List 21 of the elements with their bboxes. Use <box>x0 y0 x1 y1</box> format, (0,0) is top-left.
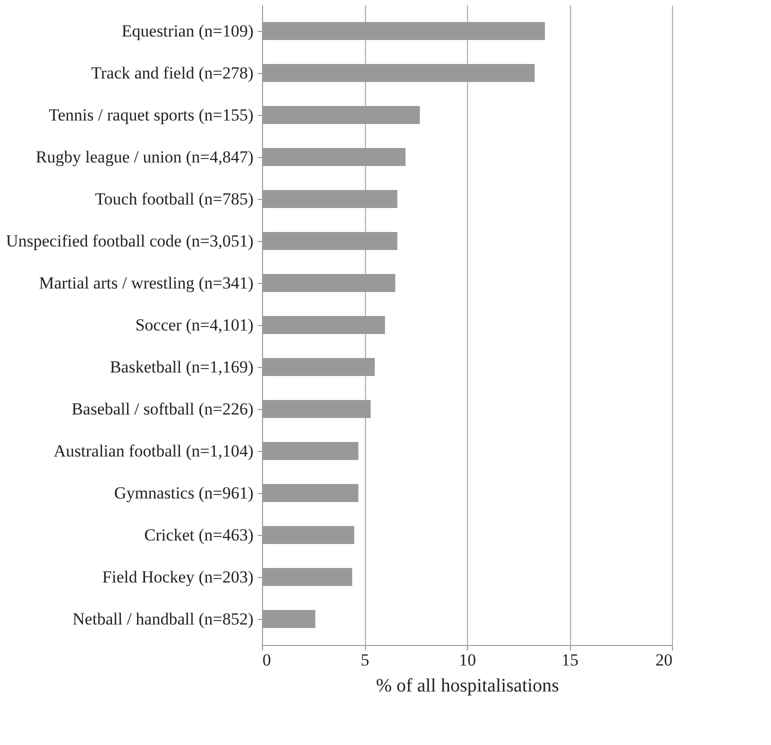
x-tick-label: 5 <box>360 650 370 670</box>
x-tick-label: 15 <box>562 650 578 670</box>
x-tick-label: 20 <box>656 650 672 670</box>
y-tick-label: Gymnastics (n=961) <box>114 484 254 502</box>
y-tick-label: Netball / handball (n=852) <box>72 610 254 628</box>
y-tick-label: Tennis / raquet sports (n=155) <box>48 106 254 124</box>
y-tick-label: Baseball / softball (n=226) <box>72 400 254 418</box>
y-tick-label: Martial arts / wrestling (n=341) <box>39 274 254 292</box>
y-tick-label: Cricket (n=463) <box>144 526 254 544</box>
y-tick-label: Soccer (n=4,101) <box>135 316 254 334</box>
y-tick-label: Equestrian (n=109) <box>122 22 254 40</box>
y-tick-label: Touch football (n=785) <box>94 190 254 208</box>
y-tick-label: Unspecified football code (n=3,051) <box>6 232 254 250</box>
x-axis-title: % of all hospitalisations <box>376 676 560 696</box>
x-tick-label: 0 <box>262 650 271 670</box>
y-tick-label: Track and field (n=278) <box>91 64 254 82</box>
y-tick-label: Australian football (n=1,104) <box>54 442 254 460</box>
y-tick-label: Field Hockey (n=203) <box>102 568 254 586</box>
y-tick-label: Rugby league / union (n=4,847) <box>36 148 254 166</box>
y-tick-label: Basketball (n=1,169) <box>110 358 254 376</box>
x-tick-label: 10 <box>459 650 476 670</box>
